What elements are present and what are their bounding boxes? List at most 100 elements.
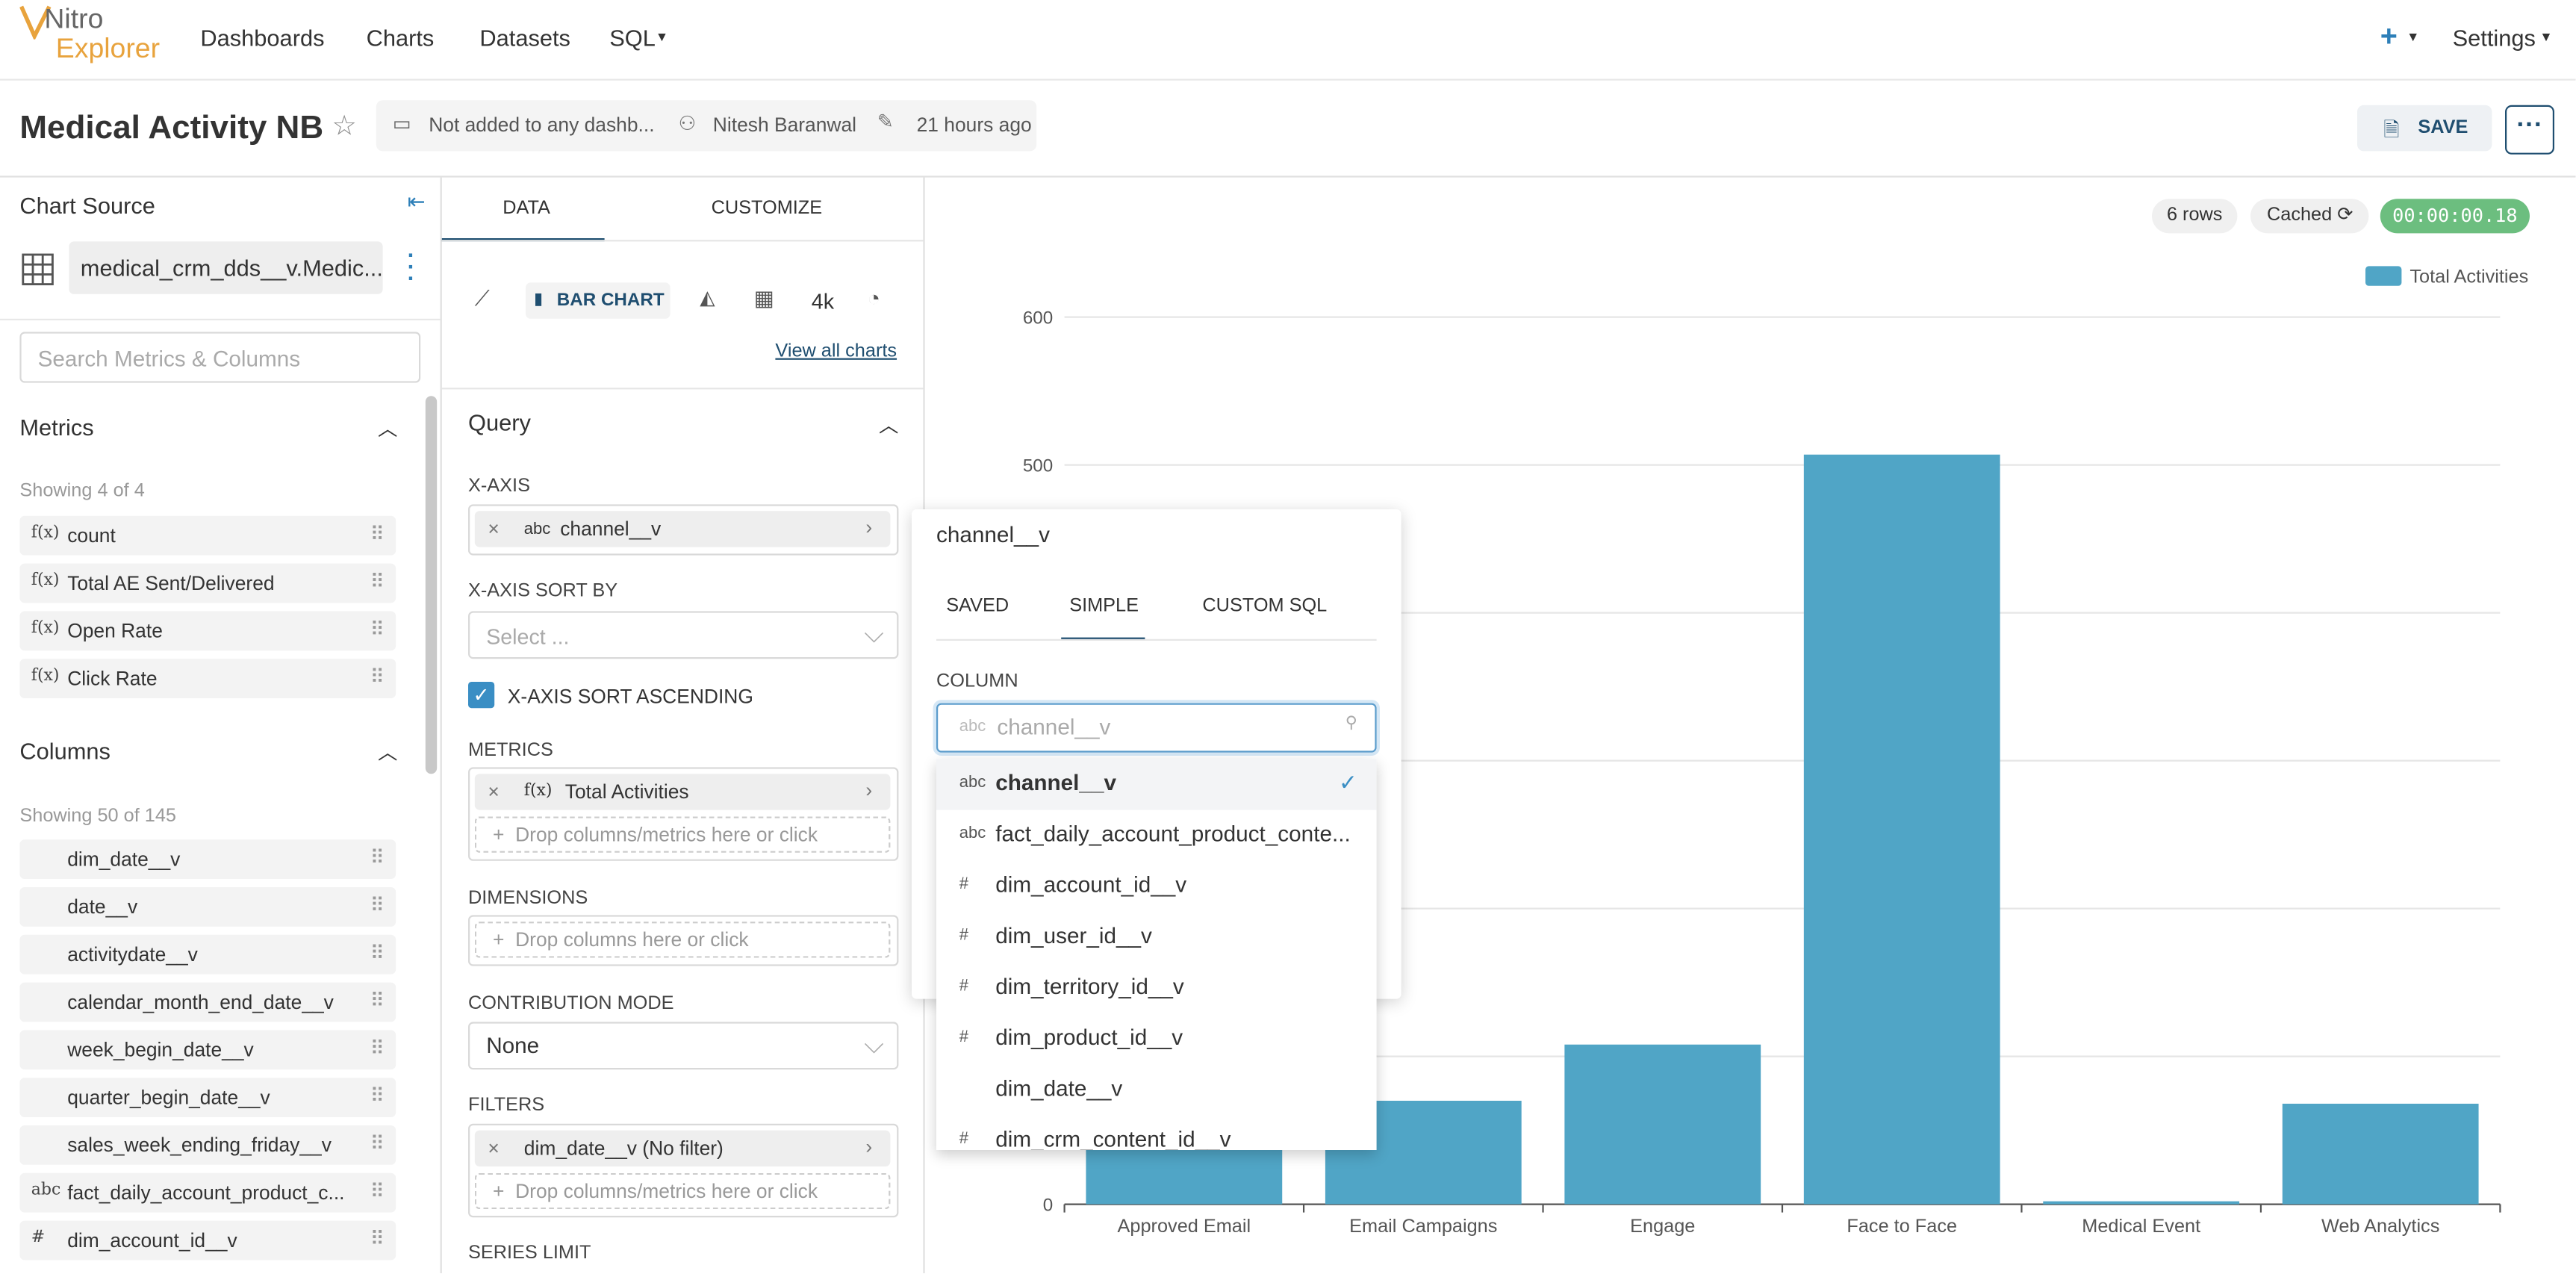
area-chart-icon[interactable]: ◭: [700, 285, 715, 309]
type-icon: f(x): [31, 571, 60, 590]
list-item[interactable]: # dim_account_id__v ⠿: [19, 1220, 396, 1261]
x-axis-chip[interactable]: × abc channel__v ›: [474, 511, 891, 547]
popover-tab[interactable]: CUSTOM SQL: [1202, 596, 1328, 616]
metric-chip[interactable]: × f(x) Total Activities ›: [474, 774, 891, 810]
drag-handle[interactable]: ⠿: [370, 665, 384, 689]
save-icon: 🗎: [2383, 118, 2400, 142]
list-item[interactable]: calendar_month_end_date__v ⠿: [19, 982, 396, 1022]
list-item[interactable]: quarter_begin_date__v ⠿: [19, 1078, 396, 1117]
drag-handle[interactable]: ⠿: [370, 941, 384, 965]
remove[interactable]: ×: [488, 1137, 500, 1160]
path: [22, 255, 53, 285]
option[interactable]: abc channel__v ✓: [936, 759, 1377, 810]
list-item[interactable]: abc fact_daily_account_product_c... ⠿: [19, 1172, 396, 1213]
settings-menu[interactable]: Settings: [2452, 25, 2536, 52]
checkbox[interactable]: ✓: [468, 682, 495, 709]
tab-label: DATA: [503, 199, 550, 219]
column-input[interactable]: abc channel__v ⚲: [936, 703, 1377, 753]
rows-badge: 6 rows: [2152, 199, 2238, 234]
favorite-star[interactable]: ☆: [332, 110, 357, 142]
list-item[interactable]: f(x) Click Rate ⠿: [19, 659, 396, 698]
search-icon: ⚲: [1345, 715, 1357, 733]
chip-arrow[interactable]: ›: [865, 778, 873, 802]
filter-chip[interactable]: × dim_date__v (No filter) ›: [474, 1130, 891, 1166]
list-item[interactable]: sales_week_ending_friday__v ⠿: [19, 1125, 396, 1165]
section-toggle[interactable]: ︿: [378, 417, 398, 441]
popover-tab[interactable]: SAVED: [946, 596, 1009, 616]
drag-handle[interactable]: ⠿: [370, 1179, 384, 1203]
chip-arrow[interactable]: ›: [865, 515, 873, 539]
drop-zone[interactable]: + Drop columns/metrics here or click: [474, 816, 891, 853]
dimensions-field[interactable]: + Drop columns here or click: [468, 915, 899, 966]
option[interactable]: # dim_user_id__v: [936, 912, 1377, 963]
list-item[interactable]: f(x) Total AE Sent/Delivered ⠿: [19, 563, 396, 603]
collapse-button[interactable]: ⇤: [407, 189, 426, 214]
chart-name[interactable]: Medical Activity NB: [19, 110, 324, 146]
checkbox-label[interactable]: X-AXIS SORT ASCENDING: [507, 685, 753, 709]
option[interactable]: # dim_crm_content_id__v: [936, 1116, 1377, 1150]
drop-zone[interactable]: + Drop columns here or click: [474, 922, 891, 958]
x-axis-field[interactable]: × abc channel__v ›: [468, 504, 899, 556]
drag-handle[interactable]: ⠿: [370, 618, 384, 641]
section-toggle[interactable]: ︿: [879, 414, 899, 438]
nav-item[interactable]: Dashboards: [200, 25, 325, 52]
section-toggle[interactable]: ︿: [378, 741, 398, 764]
nav-item[interactable]: Charts: [366, 25, 435, 52]
list-item[interactable]: date__v ⠿: [19, 887, 396, 927]
search-input[interactable]: Search Metrics & Columns: [19, 332, 421, 383]
drag-handle[interactable]: ⠿: [370, 1227, 384, 1251]
remove[interactable]: ×: [488, 518, 500, 541]
cached-badge[interactable]: Cached ⟳: [2250, 199, 2369, 234]
add-button[interactable]: +: [2380, 19, 2398, 53]
x-tick-label: Approved Email: [1118, 1216, 1251, 1237]
filters-field[interactable]: × dim_date__v (No filter) › + Drop colum…: [468, 1123, 899, 1218]
drag-handle[interactable]: ⠿: [370, 846, 384, 869]
select[interactable]: Select ... ⌵: [468, 611, 899, 659]
view-all-link[interactable]: View all charts: [775, 341, 897, 361]
line-chart-icon[interactable]: ⟋: [474, 285, 490, 311]
drag-handle[interactable]: ⠿: [370, 989, 384, 1013]
nav-item[interactable]: SQL: [609, 25, 656, 52]
remove[interactable]: ×: [488, 780, 500, 804]
drag-handle[interactable]: ⠿: [370, 522, 384, 546]
table-icon[interactable]: ▦: [753, 285, 774, 311]
bar-icon: ▮: [534, 290, 544, 309]
dataset-menu[interactable]: · · ·: [407, 241, 415, 291]
option[interactable]: # dim_territory_id__v: [936, 963, 1377, 1013]
option[interactable]: abc fact_daily_account_product_conte...: [936, 810, 1377, 861]
tab-active[interactable]: DATA: [441, 178, 605, 242]
select[interactable]: None ⌵: [468, 1022, 899, 1070]
search-placeholder: Search Metrics & Columns: [37, 347, 301, 372]
panel-title: Chart Source: [19, 192, 155, 219]
drag-handle[interactable]: ⠿: [370, 1084, 384, 1107]
list-item[interactable]: f(x) Open Rate ⠿: [19, 611, 396, 651]
list-item[interactable]: activitydate__v ⠿: [19, 934, 396, 975]
popover-tab-active[interactable]: SIMPLE: [1061, 578, 1145, 641]
scrollbar[interactable]: [425, 396, 438, 774]
dashboards-info[interactable]: Not added to any dashb...: [429, 113, 655, 137]
nav-item[interactable]: Datasets: [479, 25, 570, 52]
more-button[interactable]: ···: [2505, 105, 2554, 155]
drop-zone[interactable]: + Drop columns/metrics here or click: [474, 1172, 891, 1210]
item-name: date__v: [67, 895, 138, 919]
list-item[interactable]: f(x) count ⠿: [19, 515, 396, 556]
metrics-field[interactable]: × f(x) Total Activities › + Drop columns…: [468, 767, 899, 861]
item-name: week_begin_date__v: [67, 1038, 254, 1062]
save-button[interactable]: 🗎 SAVE: [2357, 105, 2492, 152]
chip-arrow[interactable]: ›: [865, 1135, 873, 1158]
drag-handle[interactable]: ⠿: [370, 1131, 384, 1155]
option[interactable]: dim_date__v: [936, 1065, 1377, 1116]
big-number-icon[interactable]: 4k: [811, 289, 835, 314]
option[interactable]: # dim_product_id__v: [936, 1013, 1377, 1064]
list-item[interactable]: dim_date__v ⠿: [19, 839, 396, 879]
tab-label[interactable]: CUSTOMIZE: [711, 199, 823, 219]
list-item[interactable]: week_begin_date__v ⠿: [19, 1030, 396, 1070]
drag-handle[interactable]: ⠿: [370, 1037, 384, 1060]
drag-handle[interactable]: ⠿: [370, 570, 384, 594]
rect: [22, 253, 54, 286]
pie-icon[interactable]: ◔: [867, 285, 880, 311]
dataset-chip[interactable]: medical_crm_dds__v.Medic...: [69, 241, 383, 294]
option[interactable]: # dim_account_id__v: [936, 861, 1377, 912]
bar-chart-button[interactable]: ▮ BAR CHART: [526, 282, 671, 319]
drag-handle[interactable]: ⠿: [370, 893, 384, 917]
